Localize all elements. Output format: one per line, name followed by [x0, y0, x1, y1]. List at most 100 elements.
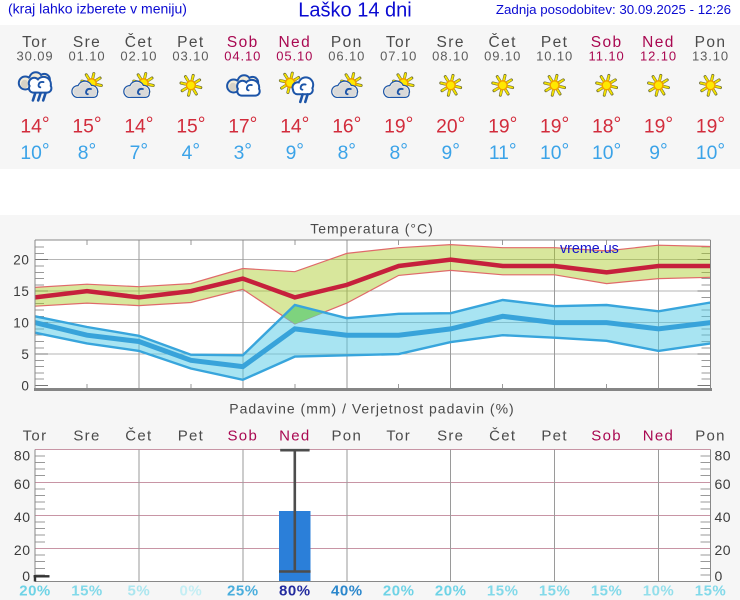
svg-text:9°: 9°	[441, 140, 459, 164]
svg-text:14°: 14°	[124, 114, 153, 138]
svg-text:Sre: Sre	[437, 34, 465, 51]
svg-text:Pon: Pon	[695, 428, 726, 445]
svg-text:Sre: Sre	[437, 428, 464, 445]
svg-text:03.10: 03.10	[172, 48, 209, 63]
svg-text:Temperatura (°C): Temperatura (°C)	[310, 221, 434, 237]
svg-text:0%: 0%	[180, 583, 203, 600]
svg-text:Pet: Pet	[541, 34, 568, 51]
svg-text:10°: 10°	[20, 140, 49, 164]
svg-text:19°: 19°	[644, 114, 673, 138]
svg-text:06.10: 06.10	[328, 48, 365, 63]
svg-text:15°: 15°	[72, 114, 101, 138]
svg-text:Pet: Pet	[541, 428, 567, 445]
svg-text:18°: 18°	[592, 114, 621, 138]
svg-text:Tor: Tor	[23, 428, 48, 445]
svg-text:(kraj lahko izberete v meniju): (kraj lahko izberete v meniju)	[8, 0, 187, 16]
svg-text:5: 5	[21, 347, 29, 362]
svg-text:15%: 15%	[487, 583, 519, 600]
svg-text:Sre: Sre	[73, 428, 100, 445]
svg-text:0: 0	[715, 568, 723, 584]
svg-text:60: 60	[14, 476, 31, 492]
svg-text:10.10: 10.10	[536, 48, 573, 63]
svg-text:Zadnja posodobitev: 30.09.2025: Zadnja posodobitev: 30.09.2025 - 12:26	[496, 2, 731, 17]
svg-text:13.10: 13.10	[692, 48, 729, 63]
svg-text:60: 60	[715, 476, 732, 492]
svg-text:7°: 7°	[130, 140, 148, 164]
svg-text:Ned: Ned	[642, 34, 675, 51]
svg-text:19°: 19°	[384, 114, 413, 138]
svg-text:14°: 14°	[20, 114, 49, 138]
svg-text:05.10: 05.10	[276, 48, 313, 63]
svg-text:02.10: 02.10	[120, 48, 157, 63]
svg-text:11°: 11°	[489, 140, 517, 164]
svg-text:3°: 3°	[234, 140, 252, 164]
svg-text:40: 40	[715, 509, 732, 525]
svg-text:Tor: Tor	[22, 34, 48, 51]
svg-text:Padavine (mm) / Verjetnost pad: Padavine (mm) / Verjetnost padavin (%)	[229, 401, 514, 417]
svg-text:Sob: Sob	[591, 34, 623, 51]
svg-text:15: 15	[13, 284, 29, 299]
svg-text:15%: 15%	[539, 583, 571, 600]
svg-text:40: 40	[14, 509, 31, 525]
svg-text:19°: 19°	[488, 114, 517, 138]
svg-text:07.10: 07.10	[380, 48, 417, 63]
svg-text:15%: 15%	[591, 583, 623, 600]
svg-text:20°: 20°	[436, 114, 465, 138]
svg-text:20: 20	[14, 542, 31, 558]
svg-text:Pon: Pon	[331, 34, 363, 51]
svg-text:Sob: Sob	[227, 34, 259, 51]
svg-text:04.10: 04.10	[224, 48, 261, 63]
svg-text:0: 0	[21, 379, 29, 394]
svg-text:20: 20	[715, 542, 732, 558]
svg-text:Čet: Čet	[489, 34, 517, 51]
svg-text:9°: 9°	[286, 140, 304, 164]
svg-text:30.09: 30.09	[16, 48, 53, 63]
svg-text:8°: 8°	[338, 140, 356, 164]
svg-text:80: 80	[715, 447, 732, 463]
svg-text:19°: 19°	[540, 114, 569, 138]
svg-text:40%: 40%	[331, 583, 363, 600]
svg-text:Pet: Pet	[177, 34, 204, 51]
svg-text:Ned: Ned	[643, 428, 674, 445]
svg-text:Sre: Sre	[73, 34, 101, 51]
svg-text:15°: 15°	[176, 114, 205, 138]
svg-text:10°: 10°	[696, 140, 725, 164]
svg-text:20: 20	[13, 253, 29, 268]
svg-text:Pon: Pon	[332, 428, 363, 445]
svg-text:10°: 10°	[540, 140, 569, 164]
svg-text:10°: 10°	[592, 140, 621, 164]
svg-text:20%: 20%	[19, 583, 51, 600]
svg-text:16°: 16°	[332, 114, 361, 138]
svg-text:0: 0	[22, 568, 30, 584]
svg-text:Čet: Čet	[125, 34, 153, 51]
svg-text:Sob: Sob	[591, 428, 622, 445]
svg-text:10%: 10%	[643, 583, 675, 600]
svg-text:20%: 20%	[435, 583, 467, 600]
svg-text:14°: 14°	[280, 114, 309, 138]
svg-text:08.10: 08.10	[432, 48, 469, 63]
svg-text:Ned: Ned	[279, 428, 310, 445]
svg-text:15%: 15%	[71, 583, 103, 600]
svg-text:Laško 14 dni: Laško 14 dni	[298, 0, 411, 22]
svg-text:11.10: 11.10	[589, 48, 625, 63]
svg-text:25%: 25%	[227, 583, 259, 600]
svg-text:5%: 5%	[128, 583, 151, 600]
svg-text:8°: 8°	[389, 140, 407, 164]
svg-text:Tor: Tor	[386, 428, 411, 445]
svg-text:17°: 17°	[228, 114, 257, 138]
svg-text:9°: 9°	[649, 140, 667, 164]
svg-text:Ned: Ned	[278, 34, 311, 51]
svg-text:09.10: 09.10	[484, 48, 521, 63]
svg-text:vreme.us: vreme.us	[560, 241, 619, 257]
svg-text:Pet: Pet	[178, 428, 204, 445]
svg-text:4°: 4°	[182, 140, 200, 164]
svg-text:12.10: 12.10	[640, 48, 677, 63]
svg-text:15%: 15%	[695, 583, 727, 600]
svg-text:20%: 20%	[383, 583, 415, 600]
svg-text:80: 80	[14, 447, 31, 463]
svg-text:80%: 80%	[279, 583, 311, 600]
svg-text:Tor: Tor	[386, 34, 412, 51]
svg-text:Sob: Sob	[228, 428, 259, 445]
svg-text:Čet: Čet	[125, 428, 152, 445]
svg-text:Pon: Pon	[695, 34, 727, 51]
